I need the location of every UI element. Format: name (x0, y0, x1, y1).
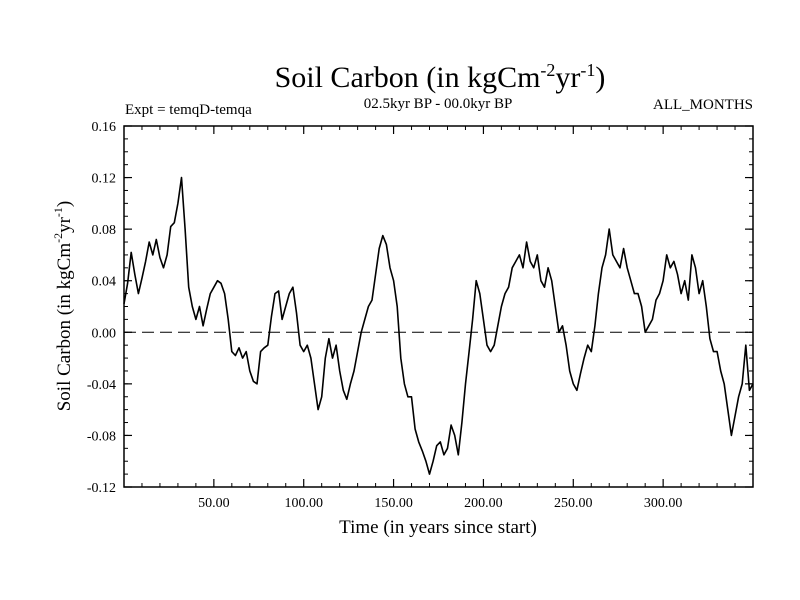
months-label: ALL_MONTHS (653, 97, 753, 113)
y-tick-label: -0.04 (87, 378, 116, 393)
y-tick-label: 0.00 (92, 326, 117, 341)
y-axis-ticks: 0.16 0.12 0.08 0.04 0.00 -0.04 -0.08 -0.12 (87, 120, 753, 496)
y-tick-label: -0.12 (87, 481, 116, 496)
series-line-temqD-temqa (123, 176, 754, 475)
y-tick-label: 0.16 (92, 120, 117, 135)
chart-title: Soil Carbon (in kgCm-2yr-1) (275, 60, 606, 94)
y-tick-label: -0.08 (87, 429, 116, 444)
experiment-label: Expt = temqD-temqa (125, 102, 252, 118)
time-range-label: 02.5kyr BP - 00.0kyr BP (364, 96, 513, 112)
x-axis-ticks: 50.00 100.00 150.00 200.00 250.00 300.00 (141, 126, 736, 511)
y-tick-label: 0.12 (92, 172, 117, 187)
x-tick-label: 150.00 (374, 496, 413, 511)
y-axis-label: Soil Carbon (in kgCm-2yr-1) (51, 201, 75, 412)
y-tick-label: 0.08 (92, 223, 117, 238)
x-tick-label: 100.00 (284, 496, 323, 511)
x-tick-label: 50.00 (198, 496, 230, 511)
x-axis-label: Time (in years since start) (339, 517, 537, 538)
y-tick-label: 0.04 (92, 275, 117, 290)
x-tick-label: 200.00 (464, 496, 503, 511)
x-tick-label: 250.00 (554, 496, 593, 511)
x-tick-label: 300.00 (644, 496, 683, 511)
